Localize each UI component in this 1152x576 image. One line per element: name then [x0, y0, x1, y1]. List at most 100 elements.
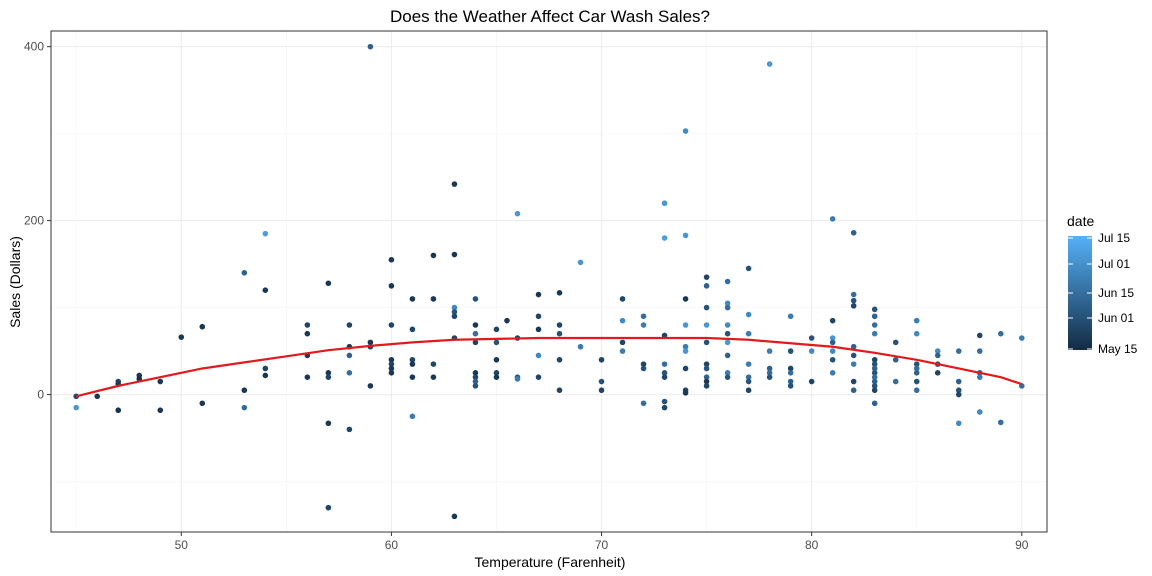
data-point: [724, 339, 731, 346]
data-point: [871, 361, 878, 367]
grid-lines: [51, 31, 1047, 532]
data-point: [934, 370, 941, 376]
data-point: [388, 322, 395, 328]
data-point: [682, 343, 689, 350]
plot-border: [50, 30, 1048, 533]
data-point: [451, 181, 458, 187]
y-axis: 0 200 400: [24, 40, 51, 402]
data-point: [892, 356, 899, 363]
data-point: [682, 128, 689, 134]
data-point: [388, 370, 395, 376]
data-point: [871, 330, 878, 337]
data-point: [451, 313, 458, 320]
data-point: [535, 291, 542, 298]
data-point: [955, 378, 962, 385]
data-point: [493, 356, 500, 363]
data-point: [703, 283, 710, 289]
data-point: [682, 322, 689, 328]
data-point: [430, 374, 437, 380]
data-point: [829, 339, 836, 346]
data-point: [472, 296, 479, 302]
data-point: [1018, 335, 1025, 341]
data-point: [451, 251, 458, 258]
data-point: [703, 339, 710, 346]
data-point: [787, 348, 794, 354]
data-point: [430, 252, 437, 259]
y-tick-label: 200: [24, 214, 44, 228]
data-point: [703, 304, 710, 311]
data-point: [745, 374, 752, 380]
data-point: [619, 348, 626, 354]
legend-label: Jul 01: [1098, 257, 1130, 271]
data-point: [724, 352, 731, 359]
data-point: [661, 361, 668, 367]
data-point: [955, 420, 962, 427]
x-tick-label: 60: [385, 538, 399, 552]
data-point: [367, 43, 374, 50]
data-point: [724, 330, 731, 337]
data-point: [535, 313, 542, 320]
data-point: [556, 290, 563, 296]
data-point: [409, 356, 416, 363]
data-point: [598, 378, 605, 385]
data-point: [325, 280, 332, 287]
data-point: [493, 374, 500, 380]
data-point: [367, 339, 374, 346]
data-point: [682, 296, 689, 302]
data-point: [703, 361, 710, 367]
data-point: [304, 330, 311, 337]
data-point: [913, 317, 920, 324]
data-point: [871, 322, 878, 328]
data-point: [871, 374, 878, 380]
legend-label: May 15: [1098, 342, 1138, 356]
data-point: [535, 326, 542, 333]
data-point: [703, 322, 710, 328]
data-point: [829, 356, 836, 363]
data-point: [766, 61, 773, 67]
data-point: [199, 323, 206, 330]
data-point: [430, 361, 437, 367]
data-point: [913, 378, 920, 385]
data-point: [640, 365, 647, 372]
data-point: [619, 296, 626, 302]
data-point: [829, 370, 836, 376]
data-point: [871, 306, 878, 313]
data-point: [388, 283, 395, 289]
data-point: [304, 322, 311, 328]
data-point: [934, 348, 941, 354]
data-point: [808, 348, 815, 354]
data-point: [640, 361, 647, 367]
data-point: [598, 356, 605, 363]
data-point: [598, 387, 605, 394]
data-point: [94, 393, 101, 400]
data-point: [388, 256, 395, 263]
data-point: [661, 404, 668, 411]
data-point: [850, 303, 857, 309]
data-point: [976, 348, 983, 354]
data-point: [850, 387, 857, 394]
data-point: [472, 374, 479, 380]
legend-label: Jul 15: [1098, 231, 1130, 245]
data-point: [325, 420, 332, 427]
data-point: [703, 378, 710, 385]
data-point: [640, 400, 647, 407]
data-point: [682, 232, 689, 239]
data-point: [787, 365, 794, 372]
data-point: [388, 356, 395, 363]
data-point: [577, 343, 584, 350]
data-point: [157, 407, 164, 414]
data-point: [346, 370, 353, 376]
data-point: [745, 265, 752, 272]
legend: date Jul 15 Jul 01 Jun 15 Jun 01 May 15: [1067, 213, 1138, 356]
data-point: [829, 335, 836, 341]
data-point: [745, 378, 752, 385]
data-point: [682, 348, 689, 354]
data-point: [199, 400, 206, 407]
data-point: [73, 404, 80, 411]
data-point: [934, 352, 941, 359]
legend-label: Jun 01: [1098, 311, 1134, 325]
data-point: [745, 311, 752, 318]
data-point: [262, 372, 269, 379]
trend-line: [75, 336, 1023, 398]
